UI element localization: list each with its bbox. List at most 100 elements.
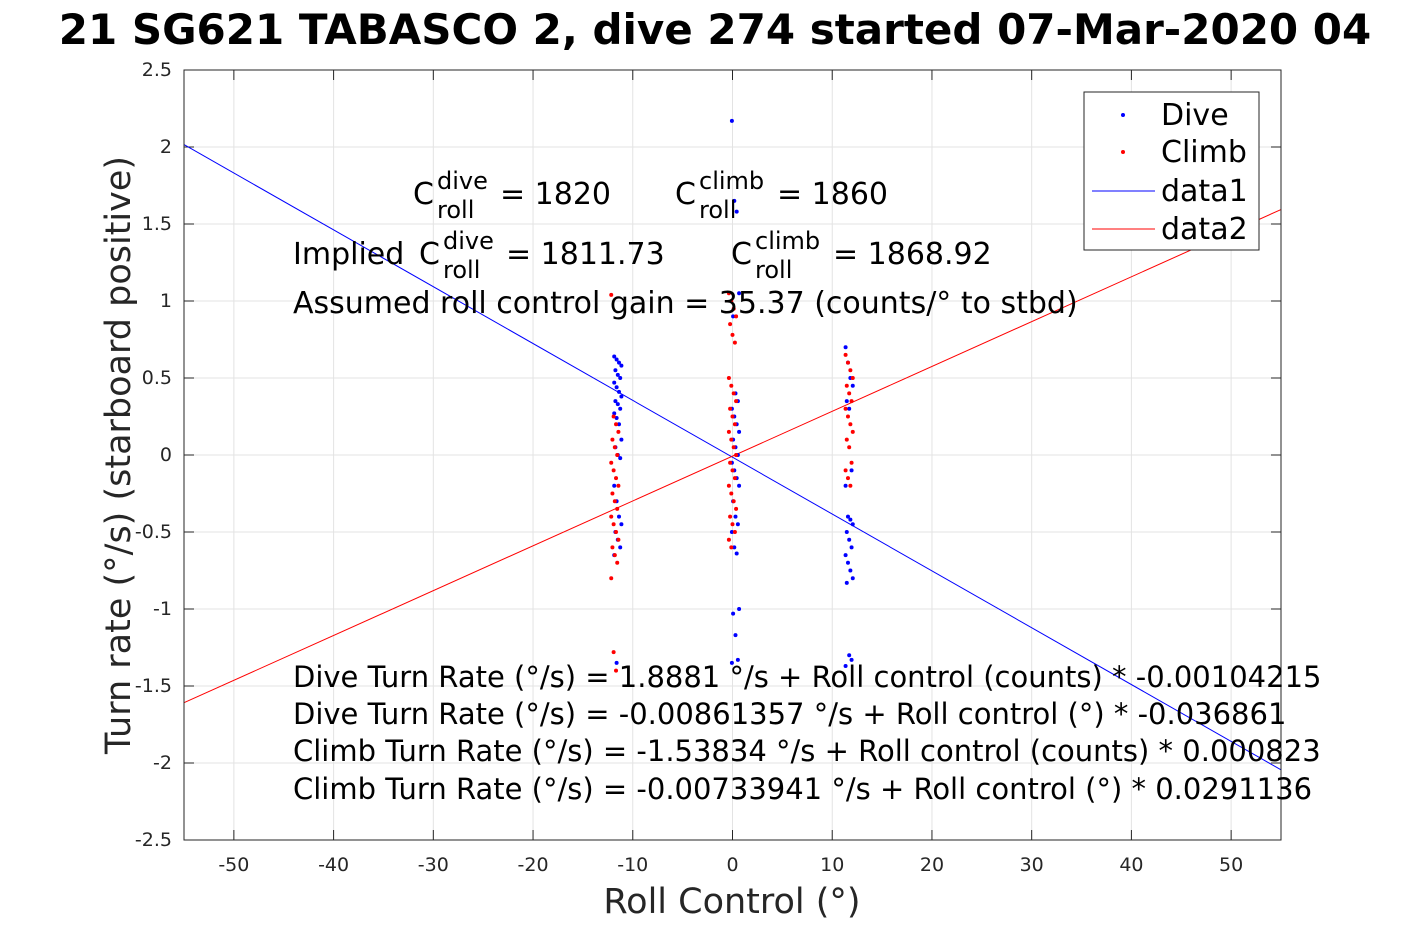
climb-point (729, 383, 734, 388)
dive-point (848, 568, 853, 573)
x-tick-label: 10 (820, 854, 844, 876)
dive-point (843, 553, 848, 558)
c-value: = 1868.92 (833, 237, 992, 272)
dive-point (849, 545, 854, 550)
climb-point (726, 537, 731, 542)
climb-point (848, 368, 853, 373)
climb-point (611, 650, 616, 655)
x-tick-label: -40 (318, 854, 349, 876)
c-superscript: dive (437, 167, 488, 195)
climb-point (726, 483, 731, 488)
y-tick-label: -2 (153, 752, 172, 774)
climb-point (730, 332, 735, 337)
dive-point (850, 576, 855, 581)
y-tick-label: -1 (153, 598, 172, 620)
climb-point (845, 360, 850, 365)
equation-line: Climb Turn Rate (°/s) = -0.00733941 °/s … (293, 772, 1312, 806)
climb-point (731, 306, 736, 311)
dive-point (619, 394, 624, 399)
dive-point (615, 402, 620, 407)
climb-point (844, 383, 849, 388)
climb-point (850, 429, 855, 434)
climb-point (609, 292, 614, 297)
dive-point (843, 483, 848, 488)
c-symbol: C (419, 237, 440, 272)
legend-dive-label: Dive (1161, 98, 1229, 133)
x-tick-label: 40 (1119, 854, 1143, 876)
climb-point (615, 506, 620, 511)
dive-point (847, 406, 852, 411)
c-roll-climb-annotation: C climb roll = 1860 (675, 167, 888, 224)
x-axis-label: Roll Control (°) (603, 882, 860, 922)
climb-point (849, 399, 854, 404)
x-tick-label: 0 (726, 854, 738, 876)
dive-point (849, 468, 854, 473)
climb-point (614, 530, 619, 534)
climb-point (609, 576, 614, 581)
c-subscript: roll (755, 256, 792, 284)
c-symbol: C (675, 177, 696, 212)
climb-point (726, 291, 731, 296)
legend: Dive Climb data1 data2 (1083, 91, 1260, 251)
climb-point (732, 476, 737, 481)
y-tick-label: 1 (160, 290, 172, 312)
dive-point (729, 660, 734, 665)
legend-climb-label: Climb (1161, 135, 1247, 170)
x-tick-label: -30 (418, 854, 449, 876)
dive-point (618, 456, 623, 461)
implied-prefix: Implied (293, 237, 414, 272)
climb-point (734, 453, 739, 457)
c-superscript: climb (699, 167, 764, 195)
climb-point (615, 453, 620, 457)
climb-point (729, 299, 734, 303)
fit-lines (183, 144, 1282, 771)
climb-point (611, 414, 616, 419)
climb-point (616, 483, 621, 488)
climb-point (845, 414, 850, 419)
climb-point (734, 399, 739, 404)
y-tick-label: -0.5 (135, 521, 172, 543)
dive-point (732, 545, 737, 550)
dive-point (612, 483, 617, 488)
svg-text:C: C (413, 177, 434, 212)
dive-point (845, 514, 850, 519)
climb-point (728, 460, 733, 465)
y-tick-label: 1.5 (142, 213, 172, 235)
dive-point (612, 411, 617, 416)
climb-point (612, 499, 617, 504)
dive-point (847, 653, 852, 658)
dive-point (844, 580, 849, 585)
c-superscript: dive (443, 227, 494, 255)
climb-point (610, 491, 615, 496)
dive-point (618, 376, 623, 380)
climb-point (843, 406, 848, 411)
x-tick-label: -20 (518, 854, 549, 876)
dive-point (737, 483, 742, 488)
equation-line: Dive Turn Rate (°/s) = 1.8881 °/s + Roll… (293, 660, 1321, 694)
dive-point (737, 429, 742, 434)
legend-data2-label: data2 (1161, 212, 1248, 247)
climb-point (844, 437, 849, 442)
dive-point (612, 354, 617, 359)
axis-ticks: -50 -40 -30 -20 -10 0 10 20 30 40 50-2.5-2-1.5-1-0… (135, 59, 1281, 876)
climb-point (731, 391, 736, 396)
climb-point (848, 422, 853, 427)
climb-point (734, 506, 739, 511)
climb-point (614, 422, 619, 427)
dive-point (613, 399, 618, 404)
dive-point (619, 363, 624, 368)
climb-point (843, 468, 848, 473)
dive-point (850, 522, 855, 527)
dive-point (614, 660, 619, 665)
climb-point (732, 422, 737, 427)
dive-point (737, 291, 742, 296)
climb-point (734, 314, 739, 319)
c-roll-dive-annotation: C dive roll = 1820 (413, 167, 611, 224)
dive-point (617, 389, 622, 394)
dive-point (729, 530, 734, 534)
climb-point (847, 445, 852, 450)
dive-point (844, 530, 849, 534)
climb-point (730, 468, 735, 473)
climb-point (732, 340, 737, 345)
dive-point (845, 560, 850, 565)
